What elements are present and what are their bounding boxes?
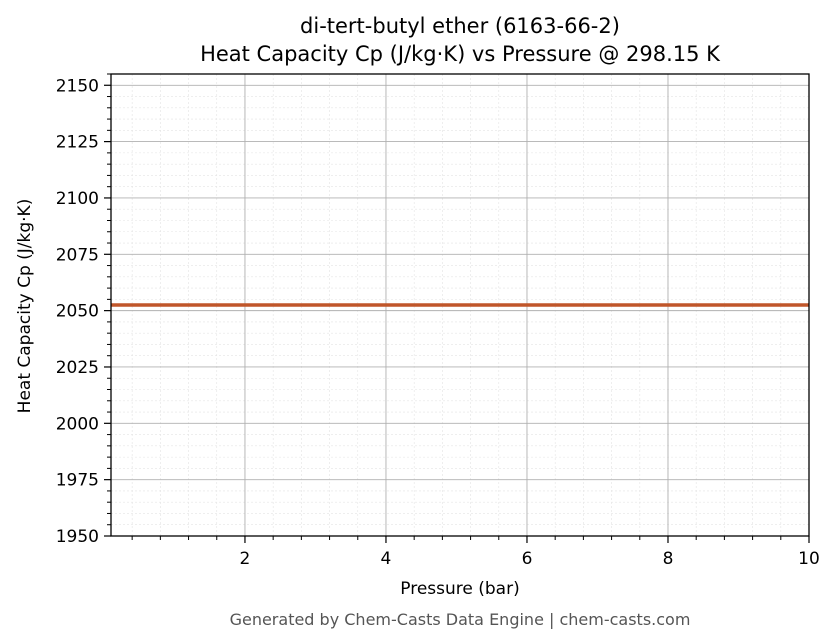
y-tick-label: 2050 xyxy=(56,302,99,322)
y-tick-label: 2075 xyxy=(56,245,99,265)
chart-subtitle: Heat Capacity Cp (J/kg·K) vs Pressure @ … xyxy=(200,42,721,66)
x-tick-label: 8 xyxy=(663,549,674,569)
y-tick-label: 2025 xyxy=(56,358,99,378)
y-tick-label: 1975 xyxy=(56,471,99,491)
y-tick-label: 2125 xyxy=(56,133,99,153)
footer-credit: Generated by Chem-Casts Data Engine | ch… xyxy=(230,610,691,629)
y-tick-label: 2000 xyxy=(56,414,99,434)
x-tick-label: 6 xyxy=(522,549,533,569)
x-tick-label: 2 xyxy=(240,549,251,569)
x-tick-label: 4 xyxy=(381,549,392,569)
minor-grid xyxy=(111,73,809,536)
ticks-layer: 2 4 6 8 10 1950 1975 2000 2025 2050 2075 2100 2125 21… xyxy=(56,73,820,569)
y-tick-label: 1950 xyxy=(56,527,99,547)
y-tick-label: 2150 xyxy=(56,76,99,96)
chart-title: di-tert-butyl ether (6163-66-2) xyxy=(300,14,620,38)
y-tick-label: 2100 xyxy=(56,189,99,209)
x-tick-label: 10 xyxy=(798,549,820,569)
plot-frame xyxy=(110,73,810,537)
x-axis-label: Pressure (bar) xyxy=(400,579,519,599)
y-axis-label: Heat Capacity Cp (J/kg·K) xyxy=(15,199,35,414)
